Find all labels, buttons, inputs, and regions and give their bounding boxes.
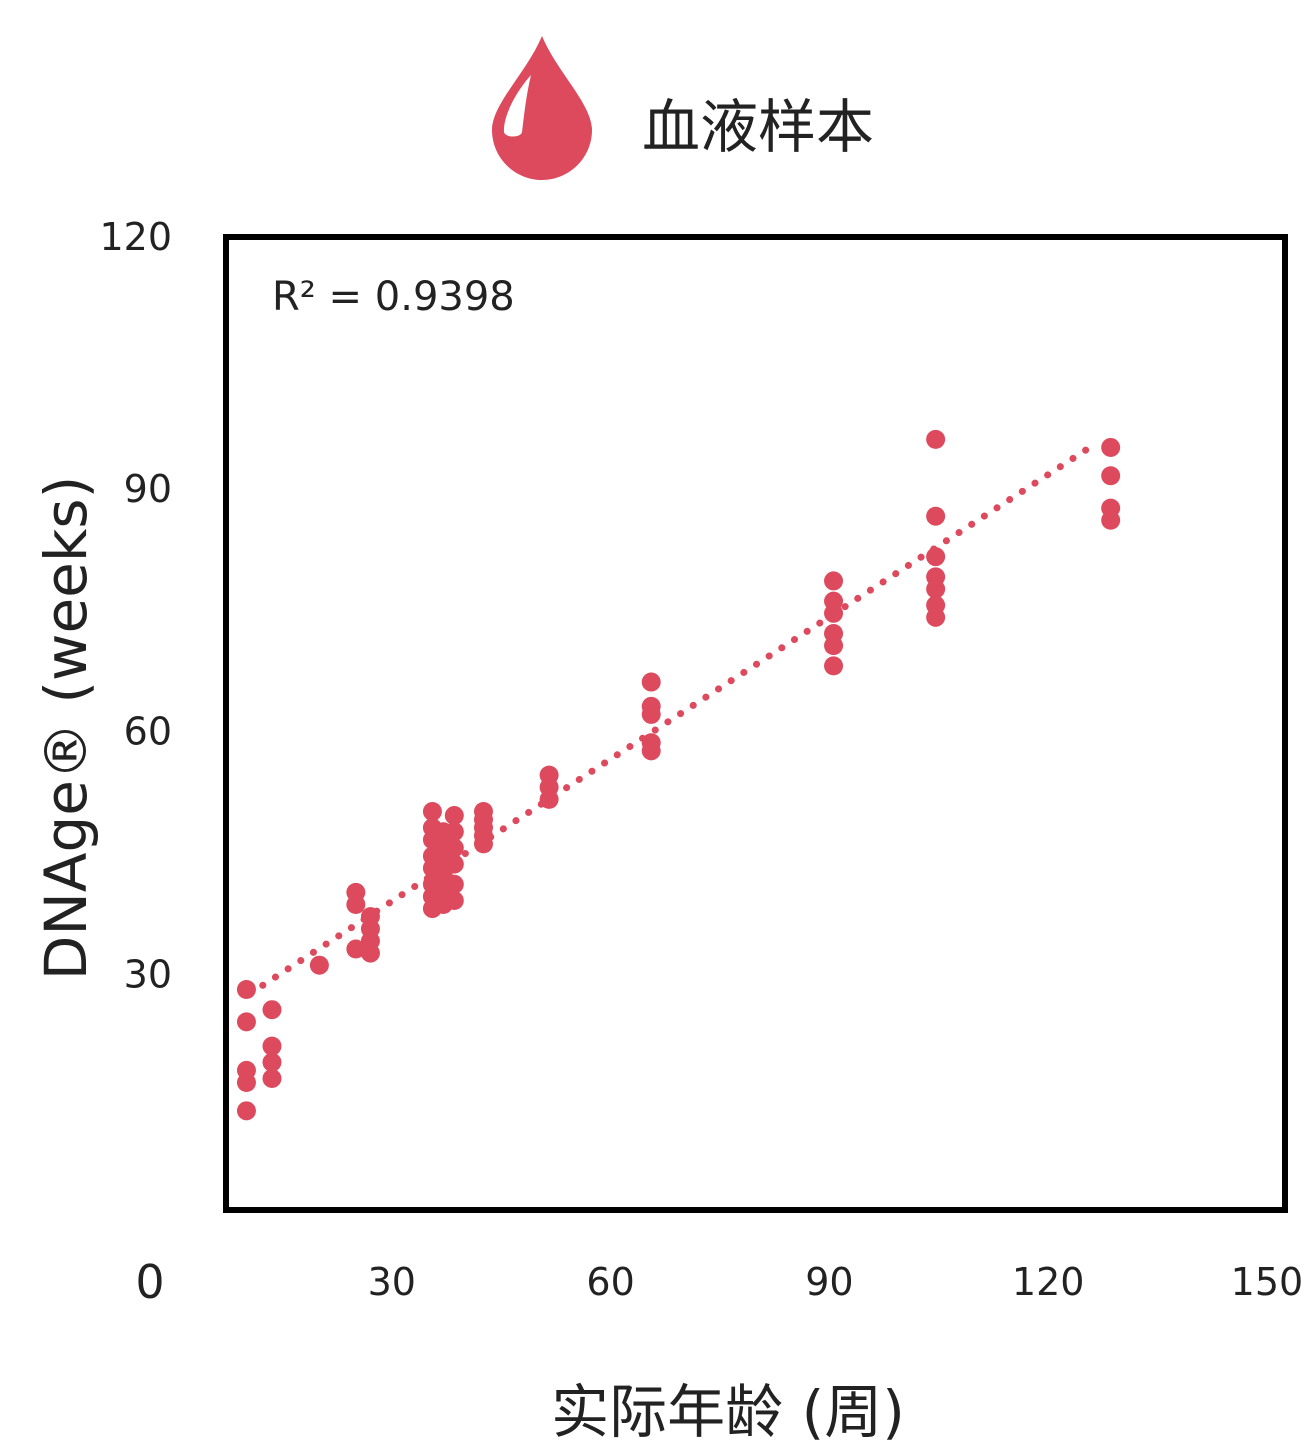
data-point <box>1101 498 1121 518</box>
data-point <box>1101 437 1121 457</box>
data-point <box>926 429 946 449</box>
x-tick-label: 150 <box>1231 1260 1304 1304</box>
data-point <box>236 1101 256 1121</box>
y-tick-label: 30 <box>124 952 172 996</box>
y-tick-label: 120 <box>99 215 172 259</box>
data-point <box>262 1068 282 1088</box>
y-tick-label: 90 <box>124 467 172 511</box>
data-point <box>444 874 464 894</box>
data-point <box>360 907 380 927</box>
data-point <box>236 1012 256 1032</box>
data-point <box>422 802 442 821</box>
data-point <box>236 979 256 999</box>
data-point <box>926 506 946 526</box>
data-point <box>236 1060 256 1080</box>
data-point <box>824 591 844 611</box>
y-axis-tick-labels: 30 60 90 120 <box>99 215 172 996</box>
data-point <box>262 1000 282 1020</box>
chart-title: 血液样本 <box>642 93 874 161</box>
data-point <box>1101 466 1121 486</box>
data-point <box>444 854 464 874</box>
data-point <box>444 822 464 842</box>
data-point <box>641 672 661 692</box>
data-point <box>641 733 661 753</box>
data-point <box>346 882 366 902</box>
data-point <box>824 656 844 676</box>
x-tick-label: 0 <box>135 1255 164 1309</box>
blood-drop-highlight <box>503 75 531 137</box>
y-tick-label: 60 <box>124 710 172 754</box>
trend-line <box>246 439 1100 998</box>
data-point <box>926 595 946 615</box>
data-point <box>444 806 464 826</box>
data-point <box>262 1052 282 1072</box>
data-point <box>346 939 366 959</box>
y-axis-title: DNAge® (weeks) <box>32 476 100 981</box>
data-point <box>824 571 844 591</box>
data-point <box>473 802 493 821</box>
x-tick-label: 90 <box>805 1260 853 1304</box>
x-tick-label: 30 <box>368 1260 416 1304</box>
data-point <box>824 624 844 644</box>
scatter-points-layer <box>236 429 1121 1121</box>
plot-area-frame <box>223 234 1288 1213</box>
x-tick-label: 60 <box>586 1260 634 1304</box>
x-tick-label: 120 <box>1012 1260 1085 1304</box>
chart-header: 血液样本 <box>492 36 874 180</box>
data-point <box>926 547 946 567</box>
r-squared-annotation: R² = 0.9398 <box>272 274 515 320</box>
data-point <box>262 1036 282 1056</box>
data-point <box>926 567 946 587</box>
data-point <box>539 765 559 785</box>
data-point <box>444 890 464 910</box>
x-axis-tick-labels: 0 30 60 90 120 150 <box>135 1255 1303 1309</box>
data-point <box>444 838 464 858</box>
blood-drop-icon <box>492 36 592 180</box>
data-point <box>309 955 329 975</box>
data-point <box>641 696 661 716</box>
x-axis-title: 实际年龄 (周) <box>551 1378 905 1444</box>
trendline-layer <box>246 439 1100 998</box>
